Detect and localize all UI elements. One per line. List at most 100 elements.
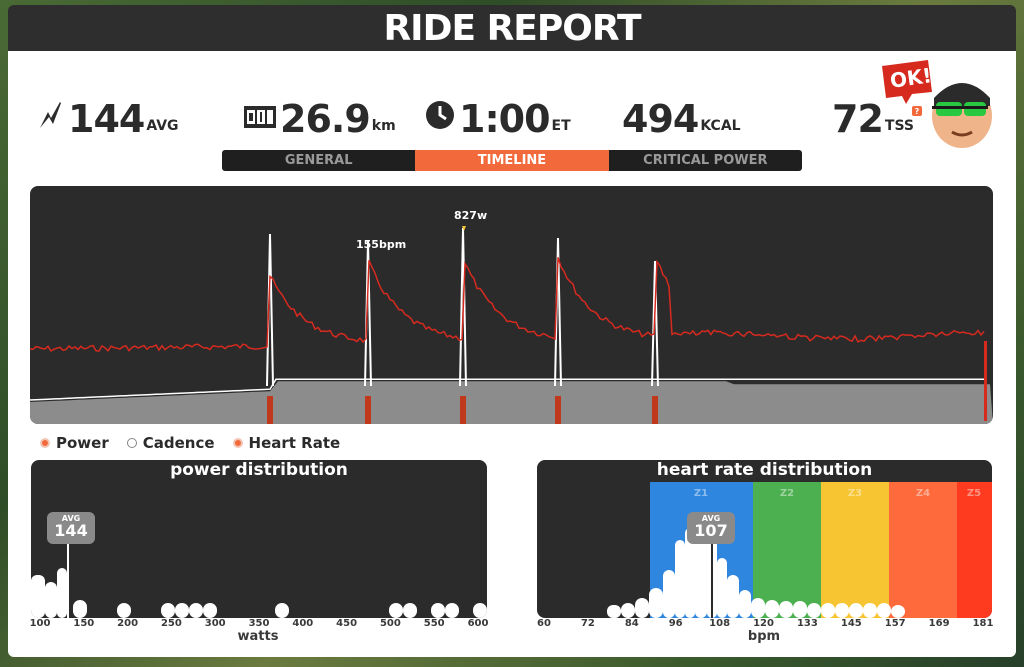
distance-value: 26.9 — [280, 97, 371, 141]
power-histogram — [31, 535, 487, 618]
hr-axis-tick: 169 — [928, 618, 950, 629]
distance-unit: km — [371, 118, 396, 134]
zone-z2-label: Z2 — [780, 488, 794, 499]
hr-axis-tick: 157 — [884, 618, 906, 629]
time-value: 1:00 — [459, 97, 551, 141]
interval-marker — [365, 396, 371, 424]
legend-heart-rate[interactable]: Heart Rate — [232, 434, 341, 452]
heart-rate-line — [30, 257, 985, 353]
hr-axis-tick: 181 — [972, 618, 994, 629]
energy-unit: KCAL — [700, 118, 741, 134]
power-axis-tick: 100 — [29, 618, 51, 629]
hr-avg-line — [711, 542, 713, 618]
hr-axis-tick: 72 — [580, 618, 595, 629]
stat-tss: 72 TSS ? — [832, 98, 924, 138]
peak-hr-label: 155bpm — [356, 238, 406, 251]
zone-z5-band — [957, 482, 992, 618]
zone-z5-label: Z5 — [967, 488, 981, 499]
power-axis-tick: 300 — [204, 618, 226, 629]
zone-z3-label: Z3 — [848, 488, 862, 499]
power-avg-line — [69, 542, 71, 618]
power-axis-tick: 200 — [117, 618, 139, 629]
report-tabs: GENERAL TIMELINE CRITICAL POWER — [222, 150, 802, 171]
stat-time: 1:00 ET — [425, 98, 571, 138]
avg-power-value: 144 — [68, 97, 145, 141]
power-line — [30, 378, 984, 401]
hr-axis-tick: 145 — [840, 618, 862, 629]
timeline-svg: 827w 155bpm — [30, 209, 993, 424]
peak-marker-icon — [462, 226, 466, 231]
interval-marker — [555, 396, 561, 424]
legend-cadence-label: Cadence — [142, 434, 215, 452]
zone-z3-band — [821, 482, 889, 618]
power-axis-tick: 350 — [248, 618, 270, 629]
power-distribution-svg — [31, 535, 487, 618]
power-axis-tick: 600 — [467, 618, 489, 629]
avg-power-unit: AVG — [146, 118, 179, 134]
power-axis-tick: 500 — [379, 618, 401, 629]
tss-help-badge[interactable]: ? — [911, 106, 922, 116]
zone-z4-label: Z4 — [916, 488, 930, 499]
energy-value: 494 — [622, 97, 699, 141]
legend-heart-rate-label: Heart Rate — [248, 434, 341, 452]
peak-power-label: 827w — [454, 209, 487, 222]
page-title: RIDE REPORT — [383, 7, 641, 49]
power-avg-value: 144 — [54, 521, 88, 540]
time-unit: ET — [551, 118, 571, 134]
power-avg-badge: AVG 144 — [47, 512, 95, 544]
odometer-icon — [244, 104, 276, 134]
hr-axis-tick: 60 — [537, 618, 551, 629]
power-axis-tick: 450 — [336, 618, 358, 629]
power-avg-label: AVG — [61, 514, 81, 523]
power-axis-tick: 550 — [423, 618, 445, 629]
legend-cadence-dot — [126, 438, 137, 448]
hr-histogram — [607, 526, 905, 618]
hr-axis-tick: 96 — [668, 618, 683, 629]
legend-cadence[interactable]: Cadence — [126, 434, 215, 452]
tab-general[interactable]: GENERAL — [222, 150, 416, 171]
interval-marker — [652, 396, 658, 424]
hr-avg-badge: AVG 107 — [687, 512, 735, 544]
zone-z4-band — [889, 482, 957, 618]
legend-hr-dot — [232, 438, 243, 448]
interval-marker — [267, 396, 273, 424]
tss-value: 72 — [832, 97, 884, 141]
legend-power-label: Power — [56, 434, 109, 452]
power-axis-label: watts — [237, 629, 279, 644]
header-bar: RIDE REPORT — [8, 5, 1016, 51]
zone-z2-band — [753, 482, 821, 618]
hr-axis-tick: 84 — [624, 618, 639, 629]
power-axis-tick: 250 — [160, 618, 182, 629]
power-distribution-title: power distribution — [170, 460, 348, 480]
legend-power-dot — [40, 438, 50, 448]
hr-axis-tick: 120 — [753, 618, 774, 629]
cadence-area — [30, 381, 993, 424]
interval-marker — [460, 396, 466, 424]
hr-axis-tick: 108 — [709, 618, 731, 629]
mascot-avatar: OK! — [872, 58, 998, 150]
legend-power[interactable]: Power — [40, 434, 109, 452]
hr-axis-tick: 133 — [796, 618, 818, 629]
hr-avg-value: 107 — [694, 521, 728, 540]
power-distribution-panel: AVG 144 — [31, 460, 487, 618]
stat-avg-power: 144 AVG — [36, 98, 179, 138]
hr-distribution-title: heart rate distribution — [656, 460, 873, 480]
hr-avg-label: AVG — [701, 514, 721, 523]
clock-icon — [425, 100, 455, 134]
tss-unit: TSS — [884, 118, 914, 134]
hr-distribution-svg: Z1 Z2 Z3 Z4 Z5 — [607, 482, 992, 618]
tab-critical-power[interactable]: CRITICAL POWER — [608, 150, 802, 171]
lightning-icon — [36, 100, 64, 134]
zone-z1-label: Z1 — [694, 488, 708, 499]
power-spike — [554, 237, 562, 387]
timeline-chart: 827w 155bpm — [30, 186, 993, 424]
stat-energy: 494 KCAL — [622, 98, 741, 138]
stat-distance: 26.9 km — [244, 98, 396, 138]
hr-end-marker — [984, 341, 987, 421]
power-spike — [651, 260, 659, 387]
timeline-legend: Power Cadence Heart Rate — [40, 434, 340, 452]
tab-timeline[interactable]: TIMELINE — [415, 150, 609, 171]
power-axis-tick: 400 — [292, 618, 314, 629]
power-axis-tick: 150 — [73, 618, 95, 629]
hr-distribution-panel: Z1 Z2 Z3 Z4 Z5 AVG 107 — [537, 460, 992, 618]
